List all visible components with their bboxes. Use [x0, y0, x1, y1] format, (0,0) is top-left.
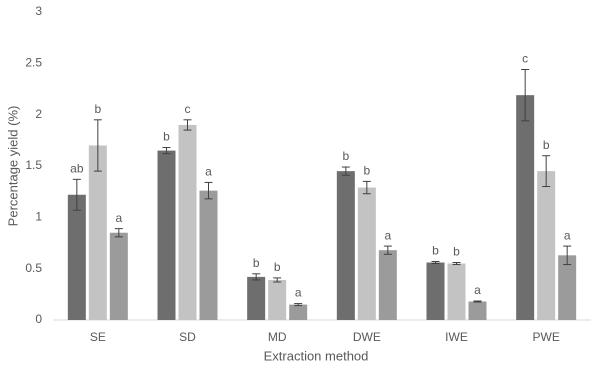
- bar: [447, 263, 466, 320]
- x-axis-title: Extraction method: [264, 348, 369, 363]
- y-tick-label: 0: [35, 312, 42, 326]
- x-tick-label: SD: [179, 330, 196, 344]
- y-tick-label: 1.5: [25, 158, 42, 172]
- significance-letter: b: [363, 164, 370, 178]
- significance-letter: b: [543, 138, 550, 152]
- y-tick-label: 0.5: [25, 261, 42, 275]
- significance-letter: c: [185, 102, 191, 116]
- significance-letter: b: [432, 244, 439, 258]
- significance-letter: a: [295, 286, 302, 300]
- significance-letter: a: [205, 165, 212, 179]
- significance-letter: a: [474, 283, 481, 297]
- significance-letter: a: [115, 211, 122, 225]
- x-tick-label: PWE: [532, 330, 559, 344]
- significance-letter: a: [384, 228, 391, 242]
- significance-letter: b: [453, 245, 460, 259]
- bar: [289, 304, 308, 320]
- y-tick-label: 2.5: [25, 56, 42, 70]
- bar: [516, 95, 535, 320]
- y-axis-title: Percentage yield (%): [5, 106, 20, 227]
- x-tick-label: MD: [268, 330, 287, 344]
- bar: [67, 194, 86, 320]
- significance-letter: b: [163, 130, 170, 144]
- bar: [378, 250, 397, 320]
- bar: [199, 190, 218, 320]
- bar: [426, 262, 445, 320]
- significance-letter: c: [522, 52, 528, 66]
- bar: [336, 171, 355, 320]
- y-tick-label: 2: [35, 107, 42, 121]
- bar: [157, 150, 176, 320]
- bar: [268, 279, 287, 320]
- significance-letter: b: [94, 102, 101, 116]
- x-tick-label: DWE: [353, 330, 381, 344]
- significance-letter: b: [274, 260, 281, 274]
- significance-letter: b: [253, 256, 260, 270]
- bar: [537, 171, 556, 320]
- bar: [357, 187, 376, 320]
- significance-letter: ab: [70, 162, 84, 176]
- x-tick-label: IWE: [445, 330, 468, 344]
- bar: [109, 232, 128, 320]
- significance-letter: a: [564, 228, 571, 242]
- bar: [178, 124, 197, 320]
- bar: [247, 276, 266, 320]
- x-tick-label: SE: [90, 330, 106, 344]
- significance-letter: b: [342, 149, 349, 163]
- y-tick-label: 3: [35, 4, 42, 18]
- bar: [558, 255, 577, 320]
- bar: [88, 145, 107, 320]
- y-tick-label: 1: [35, 210, 42, 224]
- bar: [468, 301, 487, 320]
